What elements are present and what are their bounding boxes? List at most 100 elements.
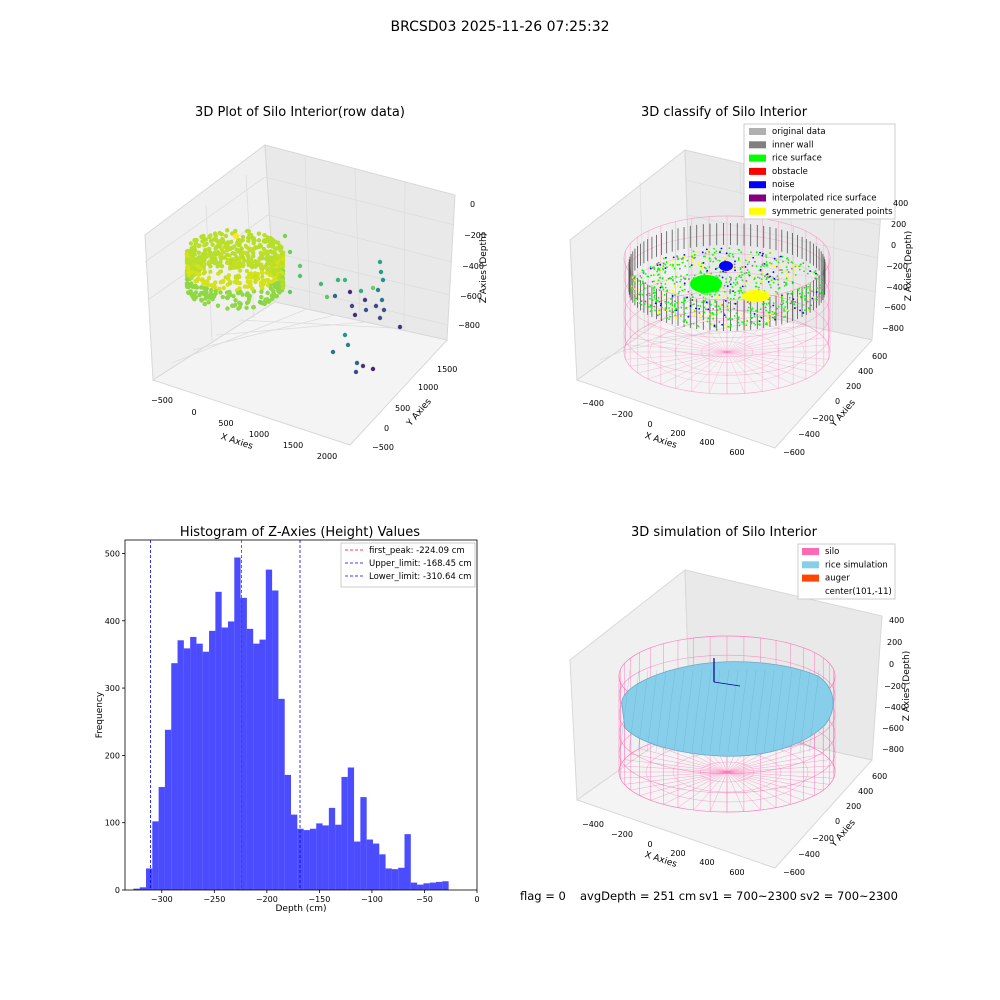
classified-point [663, 294, 666, 296]
classified-point [691, 296, 694, 298]
raw-point [246, 275, 252, 280]
hist-xtick-label: 0 [474, 895, 479, 904]
classified-point [752, 256, 755, 259]
sim-xticks: −400 −200 0 200 400 600 [582, 820, 745, 877]
classified-point [785, 277, 788, 280]
classified-point [761, 279, 764, 282]
classified-point [683, 255, 686, 258]
hist-bar [385, 868, 392, 890]
hist-ytick-label: 200 [105, 751, 120, 760]
sim-xtick: −400 [582, 820, 604, 829]
classify-ytick: 0 [835, 397, 840, 406]
classified-point [682, 277, 685, 279]
classified-point [738, 324, 741, 327]
raw-ytick: 1000 [418, 383, 438, 392]
raw-point [297, 273, 303, 279]
classified-point [741, 265, 744, 267]
rice-mesh-line [628, 669, 640, 753]
classified-point [734, 302, 737, 305]
classified-point [806, 272, 809, 275]
classified-point [773, 277, 776, 280]
classified-point [698, 312, 701, 314]
classified-point [786, 275, 789, 278]
silo-floor-spoke [726, 330, 817, 353]
classified-point [678, 263, 681, 266]
classified-point [750, 251, 752, 254]
classified-point [803, 286, 806, 289]
classified-point [742, 322, 745, 324]
classified-point [678, 290, 681, 293]
classified-point [679, 286, 682, 289]
classified-point [750, 308, 753, 311]
legend-swatch [749, 154, 766, 162]
raw-point [223, 233, 229, 239]
raw-point [269, 296, 275, 302]
classified-point [753, 313, 756, 315]
raw-point [280, 281, 285, 287]
classified-point [683, 283, 686, 286]
classify-ztick: −400 [886, 283, 908, 292]
raw-point [264, 270, 269, 275]
rice-mesh-line [808, 669, 820, 753]
classified-point [658, 268, 661, 270]
classified-point [725, 326, 728, 329]
legend-label: original data [772, 127, 826, 137]
sim-zlabel: Z Axies (Depth) [902, 651, 912, 722]
raw-scatter [184, 228, 403, 375]
classified-point [780, 255, 782, 258]
raw-point [262, 301, 267, 307]
raw-point [253, 278, 258, 283]
classified-point [675, 275, 678, 278]
classified-point [683, 288, 686, 291]
classified-point [784, 306, 786, 308]
classified-point [814, 270, 817, 272]
classified-point [765, 264, 768, 267]
raw-point [242, 284, 248, 289]
raw-point [227, 253, 232, 258]
raw-point [250, 236, 256, 241]
classified-point [660, 266, 663, 269]
classified-point [765, 309, 767, 312]
classified-point [798, 268, 801, 271]
classified-point [768, 319, 770, 322]
raw-point [209, 292, 214, 297]
classified-point [711, 311, 714, 314]
classified-point [667, 301, 670, 304]
classified-point [675, 281, 678, 283]
hist-bar [309, 828, 317, 890]
silo-floor-spoke [708, 310, 728, 353]
classify-ztick: 200 [891, 220, 906, 229]
raw-point [233, 233, 239, 239]
raw-point [203, 296, 208, 301]
classified-point [807, 265, 810, 268]
classified-point [732, 255, 735, 258]
raw-point [232, 257, 237, 262]
classified-point [639, 292, 642, 295]
classified-point [703, 266, 706, 269]
raw-point [377, 315, 383, 321]
classified-point [701, 251, 704, 254]
classified-point [791, 282, 794, 285]
raw-ztick: −200 [464, 231, 486, 240]
classified-point [736, 318, 739, 320]
classified-point [720, 311, 723, 313]
classified-point [729, 325, 732, 327]
classified-point [792, 300, 795, 303]
raw-point [253, 245, 259, 250]
classified-point [797, 296, 800, 299]
classified-point [755, 251, 758, 254]
raw-point [277, 272, 283, 278]
silo-floor-spoke [726, 319, 794, 353]
classified-point [729, 252, 731, 255]
rice-mesh-line [754, 669, 766, 753]
classify-yticks: −600 −400 −200 0 200 400 600 [783, 352, 887, 457]
classified-point [776, 275, 779, 278]
sim-ztick: 400 [889, 616, 904, 625]
hist-bar [259, 639, 266, 890]
hist-bar [347, 767, 355, 890]
classified-point [728, 255, 731, 258]
raw-point [213, 288, 218, 294]
hist-bar [391, 869, 399, 890]
classified-point [740, 287, 742, 290]
classified-point [639, 302, 641, 305]
